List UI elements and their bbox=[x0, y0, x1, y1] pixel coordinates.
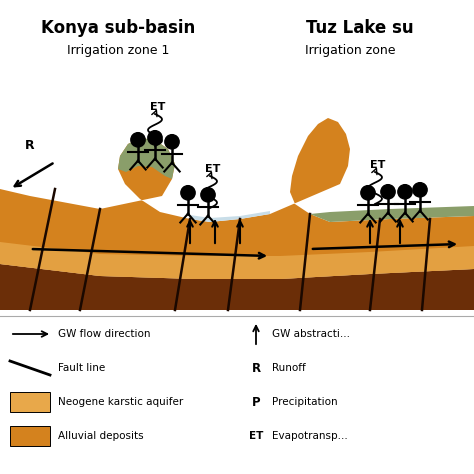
Text: R: R bbox=[25, 139, 35, 152]
Text: Evapotransp...: Evapotransp... bbox=[272, 431, 348, 441]
Text: ET: ET bbox=[370, 160, 386, 170]
Text: Alluvial deposits: Alluvial deposits bbox=[58, 431, 144, 441]
Text: Runoff: Runoff bbox=[272, 363, 306, 373]
Polygon shape bbox=[0, 118, 474, 279]
Text: ET: ET bbox=[249, 431, 263, 441]
Text: GW flow direction: GW flow direction bbox=[58, 329, 151, 339]
Circle shape bbox=[381, 185, 395, 199]
Text: ET: ET bbox=[150, 102, 166, 112]
Circle shape bbox=[165, 135, 179, 149]
Text: Tuz Lake su: Tuz Lake su bbox=[306, 19, 414, 37]
Text: Irrigation zone: Irrigation zone bbox=[305, 44, 395, 57]
Text: Irrigation zone 1: Irrigation zone 1 bbox=[67, 44, 169, 57]
Polygon shape bbox=[0, 264, 474, 310]
Bar bbox=[10, 392, 50, 412]
Polygon shape bbox=[190, 211, 270, 222]
Bar bbox=[10, 426, 50, 446]
Text: ET: ET bbox=[205, 164, 221, 174]
Polygon shape bbox=[310, 206, 474, 222]
Text: P: P bbox=[252, 395, 260, 409]
Text: Konya sub-basin: Konya sub-basin bbox=[41, 19, 195, 37]
Circle shape bbox=[181, 186, 195, 200]
Circle shape bbox=[398, 185, 412, 199]
Text: GW abstracti...: GW abstracti... bbox=[272, 329, 350, 339]
Text: Fault line: Fault line bbox=[58, 363, 105, 373]
Circle shape bbox=[361, 186, 375, 200]
Circle shape bbox=[413, 182, 427, 197]
Text: R: R bbox=[251, 362, 261, 374]
Text: Neogene karstic aquifer: Neogene karstic aquifer bbox=[58, 397, 183, 407]
Text: Precipitation: Precipitation bbox=[272, 397, 337, 407]
Circle shape bbox=[148, 131, 162, 145]
Circle shape bbox=[131, 133, 145, 147]
Polygon shape bbox=[118, 138, 175, 179]
Circle shape bbox=[201, 188, 215, 202]
Polygon shape bbox=[0, 242, 474, 279]
